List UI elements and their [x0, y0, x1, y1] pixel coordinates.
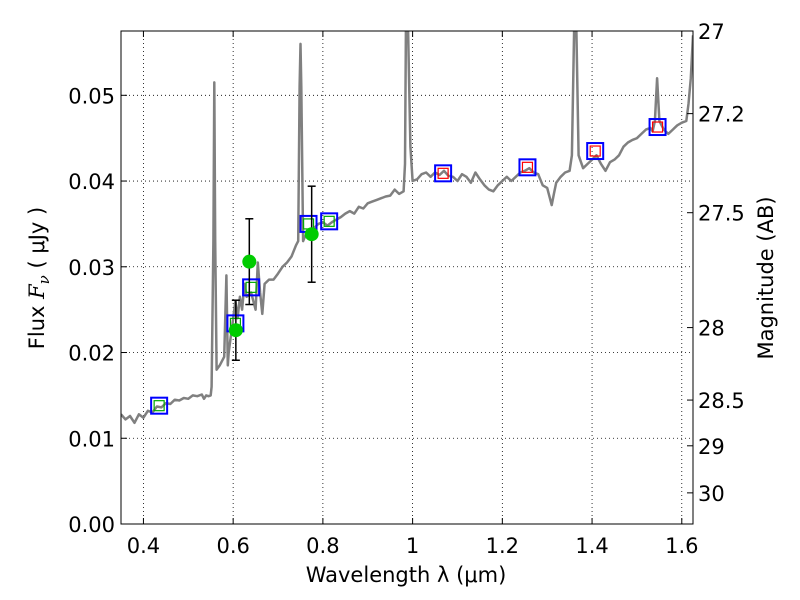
y2-tick-label: 30 [698, 482, 725, 506]
x-axis-label: Wavelength λ (μm) [306, 563, 507, 587]
y2-tick-label: 28 [698, 317, 725, 341]
x-tick-label: 1.2 [486, 534, 519, 558]
y2-axis-label: Magnitude (AB) [754, 196, 778, 359]
model-photometry-marker [586, 142, 605, 161]
model-photometry-marker [320, 212, 339, 231]
model-photometry-marker-inner [153, 400, 165, 412]
data-layer [121, 31, 693, 425]
y-axis-label-var: F [25, 283, 49, 300]
model-photometry-marker-inner [521, 161, 534, 173]
x-tick-label: 0.4 [127, 534, 160, 558]
observed-point [228, 323, 243, 338]
model-photometry-marker-inner [651, 121, 664, 133]
model-photometry-marker [648, 118, 667, 137]
model-photometry-marker-inner [323, 215, 335, 227]
model-photometry-marker-inner [589, 145, 601, 157]
y-tick-label: 0.01 [68, 427, 115, 451]
model-photometry-marker [242, 278, 261, 297]
plot-frame [120, 30, 694, 525]
spectrum-line [121, 31, 693, 425]
y-tick-label: 0.04 [68, 170, 115, 194]
observed-point [304, 227, 319, 242]
grid [121, 31, 693, 525]
y2-tick-label: 27.2 [698, 103, 745, 127]
x-tick-label: 1.4 [575, 534, 608, 558]
observed-point [242, 254, 257, 269]
ticks: 0.4 0.6 0.8 1 1.2 1.4 1.6 0.00 0.01 0.02 0.03 0.04 0… [68, 20, 745, 558]
y-tick-label: 0.05 [68, 84, 115, 108]
y2-tick-label: 27 [698, 20, 725, 44]
x-tick-label: 1 [406, 534, 419, 558]
y-axis-label: Flux Fν ( μJy ) [25, 207, 53, 349]
model-photometry-marker [150, 396, 169, 415]
model-photometry-marker [434, 164, 453, 183]
y-tick-label: 0.00 [68, 513, 115, 537]
x-tick-label: 0.8 [306, 534, 339, 558]
y-axis-label-pre: Flux [25, 299, 49, 349]
y-axis-label-post: ( μJy ) [25, 207, 49, 275]
y-tick-label: 0.02 [68, 342, 115, 366]
y-axis-label-sub: ν [35, 275, 53, 284]
model-photometry-marker-inner [437, 167, 449, 179]
y-tick-label: 0.03 [68, 256, 115, 280]
x-tick-label: 1.6 [665, 534, 698, 558]
y2-tick-label: 28.5 [698, 389, 745, 413]
y2-tick-label: 27.5 [698, 202, 745, 226]
model-photometry-marker-inner [245, 281, 257, 293]
x-tick-label: 0.6 [216, 534, 249, 558]
model-photometry-marker [518, 158, 537, 177]
y2-tick-label: 29 [698, 435, 725, 459]
